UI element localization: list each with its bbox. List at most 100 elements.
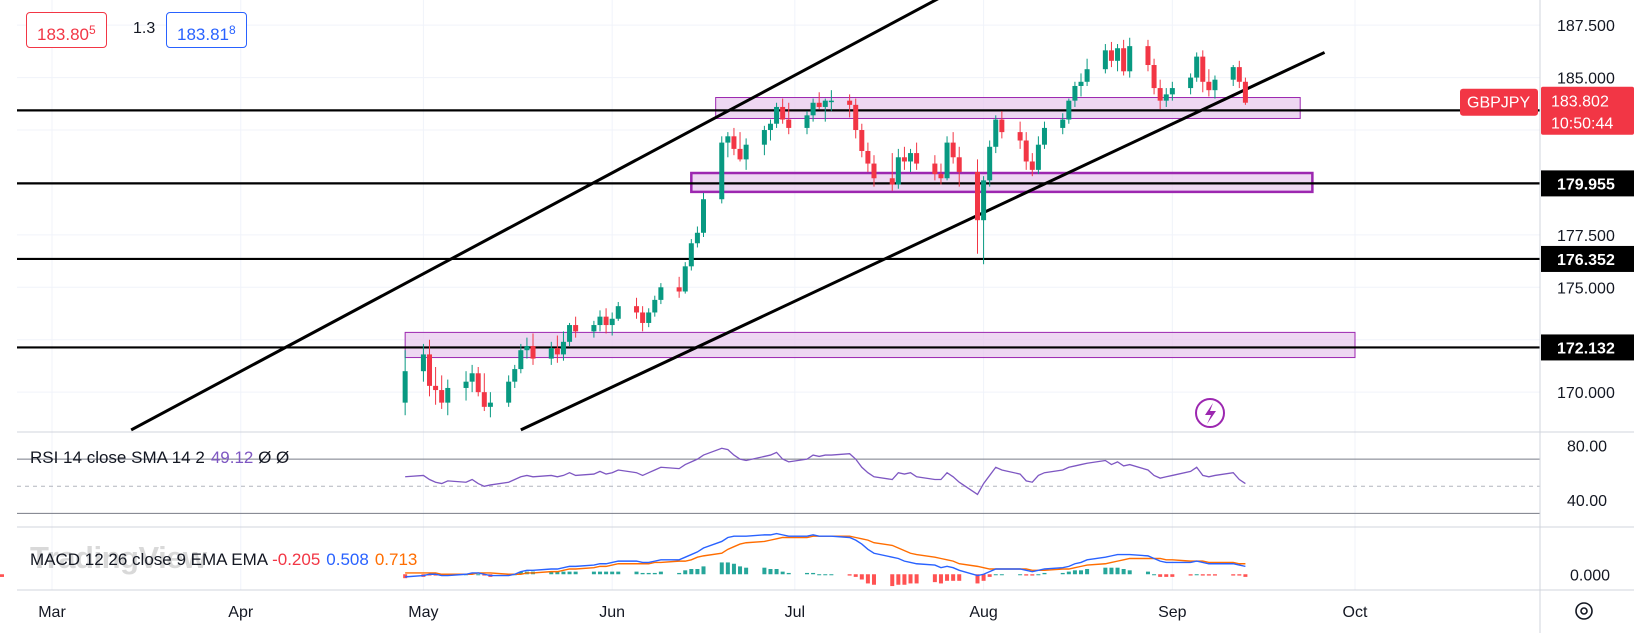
candle-body [481,392,487,407]
price-tick-label: 175.000 [1557,280,1615,297]
candle-body [1108,50,1114,61]
candle-body [950,142,956,158]
macd-histogram-bar [1206,574,1211,576]
rsi-line [405,447,1246,496]
price-zones [404,97,1356,359]
macd-histogram-bar [853,574,858,577]
candle-body [1072,85,1078,101]
macd-histogram-bar [945,574,950,581]
macd-histogram-bar [957,574,962,581]
macd-histogram-bar [1158,574,1163,577]
candle-body [993,119,999,147]
candle-body [1102,50,1108,70]
countdown-text: 10:50:44 [1551,116,1613,133]
candle-body [640,312,646,323]
macd-histogram-bar [567,571,572,575]
macd-histogram-bar [0,574,4,577]
macd-histogram-bar [859,574,864,580]
macd-histogram-bar [774,569,779,575]
macd-histogram-bar [1237,574,1242,576]
rsi-extra: Ø Ø [258,448,290,467]
macd-histogram-bar [1127,570,1132,575]
candle-body [914,153,920,164]
macd-histogram-bar [1170,574,1175,577]
candle-body [427,354,433,386]
candle-body [810,102,816,116]
macd-pane [0,526,1634,587]
level-price-text: 176.352 [1557,252,1615,269]
macd-legend[interactable]: MACD 12 26 close 9 EMA EMA -0.205 0.508 0.7… [30,550,417,570]
candle-body [822,100,828,107]
last-price-tag [1541,86,1634,135]
candle-body [932,163,938,175]
rsi-value: 49.12 [210,448,254,467]
candle-body [1236,67,1242,82]
candle-body [908,153,914,162]
candle-body [1127,46,1133,72]
macd-histogram-bar [914,574,919,584]
rsi-tick-label: 40.00 [1567,493,1607,510]
macd-histogram-bar [1036,574,1041,576]
rsi-legend[interactable]: RSI 14 close SMA 14 2 49.12 Ø Ø [30,448,289,468]
candle-body [901,157,907,162]
time-axis[interactable]: Mar Apr May Jun Jul Aug Sep Oct [17,589,1634,621]
settings-icon-center [1580,607,1588,615]
macd-histogram-bar [1121,569,1126,575]
ask-price-box[interactable]: 183.818 [166,12,247,48]
candle-body [1115,48,1121,61]
macd-histogram-bar [597,571,602,575]
candle-body [573,325,579,332]
macd-histogram-bar [999,574,1004,576]
macd-histogram-bar [847,574,852,576]
macd-histogram-bar [1072,570,1077,575]
candle-body [743,144,749,160]
macd-histogram-bar [1024,574,1029,576]
candle-body [1145,46,1151,66]
time-label: May [408,604,438,621]
ask-price-main: 183.81 [177,25,229,44]
candle-body [567,325,573,342]
candle-body [731,136,737,149]
rsi-pane [17,431,1634,514]
price-axis[interactable]: 170.000 175.000 177.500 185.000 187.500 80.00… [1460,0,1634,633]
candle-body [646,312,652,323]
macd-histogram-bar [1115,567,1120,575]
candle-body [1230,67,1236,80]
candle-body [554,348,560,355]
candle-body [1041,127,1047,145]
macd-histogram-bar [634,571,639,575]
candle-body [1212,79,1218,91]
macd-histogram-bar [573,571,578,575]
macd-histogram-bar [1079,570,1084,575]
candle-body [767,123,773,131]
candle-body [1078,81,1084,86]
candle-body [1017,132,1023,141]
macd-histogram-bar [1066,571,1071,575]
bid-price-pip: 5 [89,23,96,37]
candle-body [1188,77,1194,89]
level-price-tag [1541,245,1634,272]
macd-histogram-bar [938,574,943,584]
macd-histogram-bar [1030,574,1035,576]
candle-body [865,150,871,164]
bid-price-box[interactable]: 183.805 [26,12,107,48]
candle-body [676,287,682,292]
candle-body [634,306,640,313]
candle-body [518,350,524,370]
candle-body [433,385,439,391]
macd-histogram-bar [1042,572,1047,575]
time-label: Jul [785,604,805,621]
chart-icons [1195,398,1225,428]
macd-histogram-bar [476,574,481,576]
macd-histogram-bar [701,566,706,575]
time-label: Aug [969,604,997,621]
symbol-label-text: GBPJPY [1467,95,1530,112]
macd-histogram-bar [652,572,657,575]
macd-histogram-bar [1164,574,1169,577]
lightning-icon [1195,398,1225,428]
horizontal-levels [17,109,1540,349]
candle-body [761,130,767,145]
candle-body [859,130,865,151]
candle-body [1066,100,1072,120]
